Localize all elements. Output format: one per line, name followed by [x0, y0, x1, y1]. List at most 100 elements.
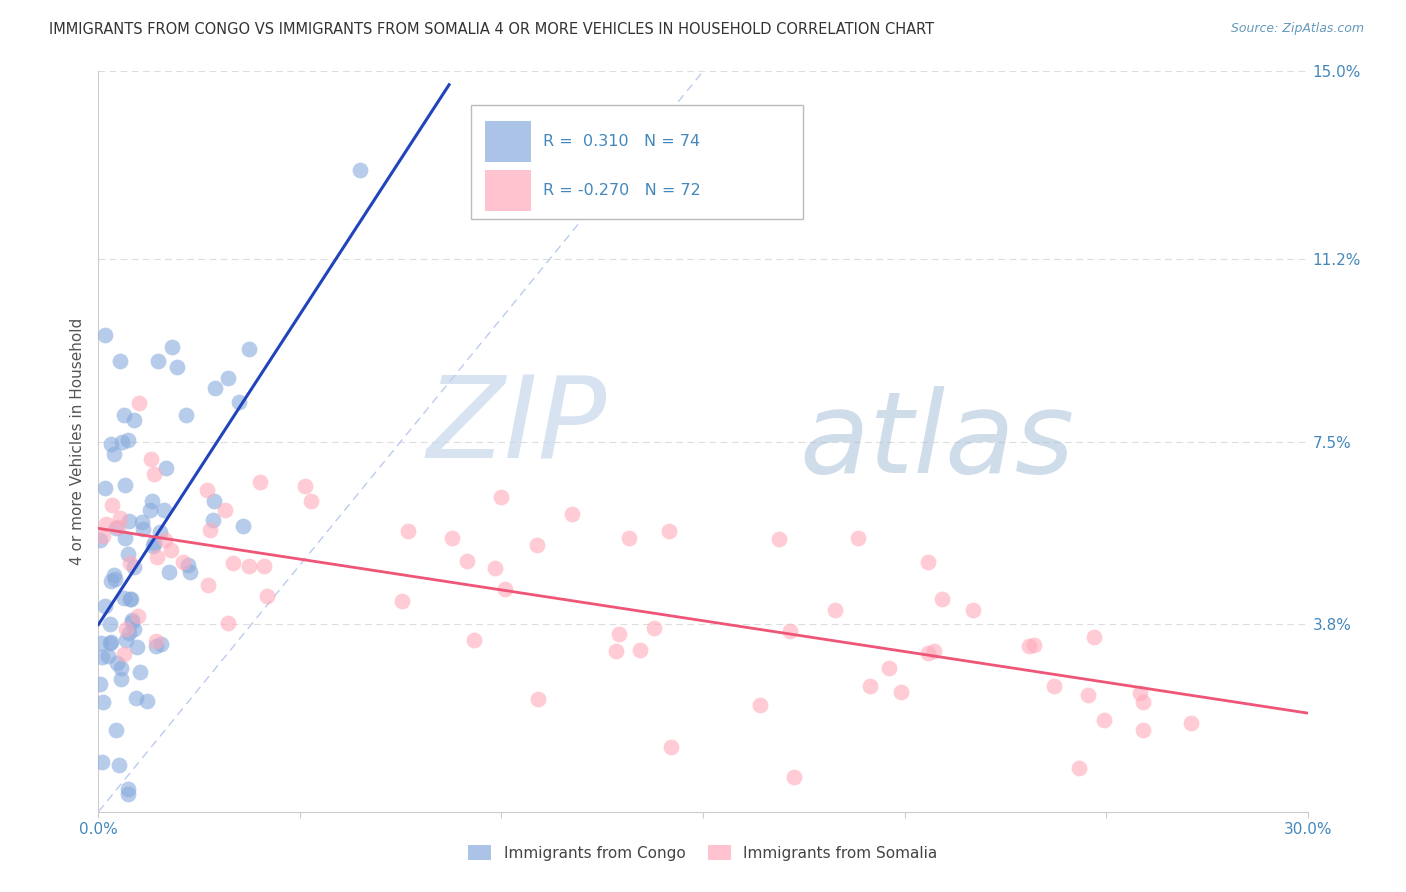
Point — [98, 617, 121, 632]
Point — [143, 467, 166, 482]
Point — [117, 782, 139, 797]
Point — [160, 340, 183, 354]
Point — [859, 679, 882, 693]
Point — [463, 633, 485, 648]
Point — [1132, 694, 1154, 708]
Point — [256, 589, 278, 603]
Point — [252, 559, 274, 574]
Text: ZIP: ZIP — [426, 371, 606, 483]
Point — [349, 163, 371, 178]
Point — [105, 521, 128, 535]
Point — [214, 503, 236, 517]
Point — [103, 568, 125, 582]
Point — [89, 677, 111, 691]
Point — [122, 413, 145, 427]
Point — [94, 481, 117, 495]
Point — [112, 408, 135, 422]
Point — [890, 685, 912, 699]
Point — [494, 582, 516, 596]
Point — [204, 494, 226, 508]
Point — [1129, 686, 1152, 700]
Text: IMMIGRANTS FROM CONGO VS IMMIGRANTS FROM SOMALIA 4 OR MORE VEHICLES IN HOUSEHOLD: IMMIGRANTS FROM CONGO VS IMMIGRANTS FROM… — [49, 22, 935, 37]
Point — [100, 437, 122, 451]
Point — [484, 560, 506, 574]
Point — [94, 327, 117, 342]
Point — [1077, 688, 1099, 702]
Point — [489, 491, 512, 505]
Point — [128, 665, 150, 680]
Point — [1024, 638, 1046, 652]
Point — [148, 354, 170, 368]
Point — [391, 593, 413, 607]
Point — [157, 565, 180, 579]
Point — [846, 531, 869, 545]
Point — [782, 770, 804, 784]
Point — [249, 475, 271, 489]
Point — [1083, 631, 1105, 645]
Point — [824, 603, 846, 617]
Point — [145, 639, 167, 653]
Point — [217, 615, 239, 630]
Point — [121, 614, 143, 628]
Point — [125, 691, 148, 706]
Point — [628, 643, 651, 657]
Point — [91, 528, 114, 542]
Point — [121, 615, 143, 629]
Point — [127, 608, 149, 623]
Point — [299, 494, 322, 508]
Point — [114, 478, 136, 492]
Point — [89, 533, 111, 547]
Point — [118, 591, 141, 606]
Point — [931, 592, 953, 607]
Point — [166, 360, 188, 375]
Text: R =  0.310   N = 74: R = 0.310 N = 74 — [543, 134, 700, 149]
Point — [115, 623, 138, 637]
Point — [90, 636, 112, 650]
Point — [110, 434, 132, 449]
Point — [962, 603, 984, 617]
FancyBboxPatch shape — [485, 121, 531, 161]
Point — [176, 558, 198, 572]
Point — [152, 503, 174, 517]
Point — [149, 524, 172, 539]
Point — [232, 519, 254, 533]
Point — [117, 787, 139, 801]
Point — [131, 515, 153, 529]
Point — [91, 696, 114, 710]
Point — [98, 636, 121, 650]
Point — [238, 559, 260, 574]
Point — [143, 536, 166, 550]
Y-axis label: 4 or more Vehicles in Household: 4 or more Vehicles in Household — [70, 318, 86, 566]
Point — [118, 514, 141, 528]
Point — [1043, 679, 1066, 693]
Point — [110, 354, 132, 368]
Point — [155, 533, 177, 547]
Point — [222, 556, 245, 570]
Point — [201, 513, 224, 527]
Point — [142, 540, 165, 554]
Point — [527, 692, 550, 706]
Point — [117, 547, 139, 561]
Point — [1180, 715, 1202, 730]
Point — [110, 672, 132, 686]
Point — [120, 592, 142, 607]
Point — [195, 483, 218, 497]
Point — [160, 542, 183, 557]
Point — [396, 524, 419, 538]
Point — [922, 644, 945, 658]
Point — [90, 650, 112, 665]
Point — [107, 520, 129, 534]
Point — [97, 649, 120, 664]
Point — [145, 634, 167, 648]
Point — [100, 634, 122, 648]
Point — [103, 447, 125, 461]
FancyBboxPatch shape — [471, 104, 803, 219]
Point — [114, 531, 136, 545]
Point — [179, 565, 201, 579]
Point — [117, 434, 139, 448]
Legend: Immigrants from Congo, Immigrants from Somalia: Immigrants from Congo, Immigrants from S… — [463, 839, 943, 867]
Point — [658, 524, 681, 539]
Point — [526, 538, 548, 552]
Point — [132, 522, 155, 536]
Point — [141, 493, 163, 508]
